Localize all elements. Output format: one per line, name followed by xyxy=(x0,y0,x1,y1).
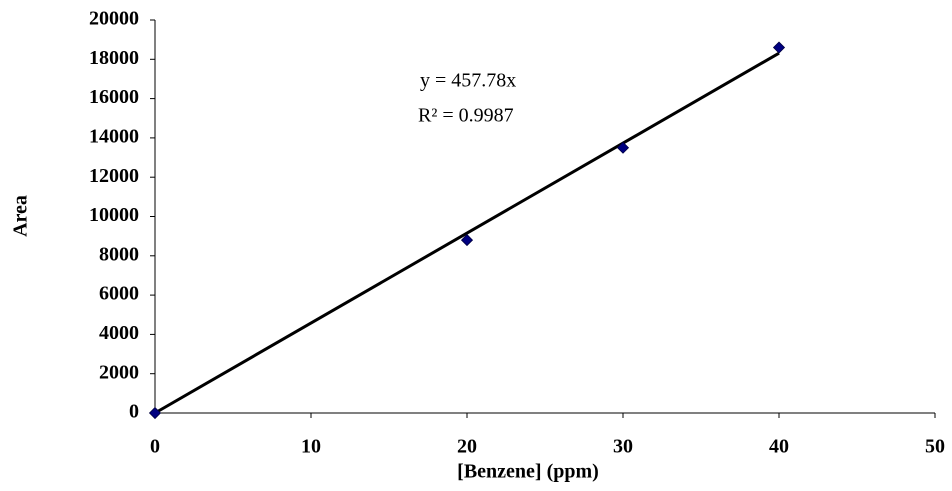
trend-line xyxy=(154,51,780,415)
y-tick-label: 6000 xyxy=(99,283,139,305)
y-tick-label: 8000 xyxy=(99,243,139,265)
y-tick-label: 4000 xyxy=(99,322,139,344)
y-tick-label: 2000 xyxy=(99,361,139,383)
data-point xyxy=(460,234,474,247)
y-tick-label: 20000 xyxy=(89,8,139,30)
x-tick-label: 0 xyxy=(150,436,160,458)
y-axis-title: Area xyxy=(10,195,32,237)
x-tick-label: 50 xyxy=(925,436,945,458)
y-tick-label: 14000 xyxy=(89,125,139,147)
x-tick-label: 20 xyxy=(457,436,477,458)
data-point xyxy=(148,406,162,420)
y-tick-label: 10000 xyxy=(89,204,139,226)
data-point xyxy=(772,41,786,54)
x-axis-title: [Benzene] (ppm) xyxy=(457,461,599,483)
y-tick-label: 0 xyxy=(129,401,139,423)
y-tick-label: 12000 xyxy=(89,165,139,187)
y-tick-label: 16000 xyxy=(89,86,139,108)
r-squared: R² = 0.9987 xyxy=(418,105,514,127)
equation: y = 457.78x xyxy=(420,70,516,92)
x-tick-label: 40 xyxy=(769,436,789,458)
x-tick-label: 10 xyxy=(301,436,321,458)
data-point xyxy=(616,141,630,154)
x-tick-label: 30 xyxy=(613,436,633,458)
y-tick-label: 18000 xyxy=(89,47,139,69)
